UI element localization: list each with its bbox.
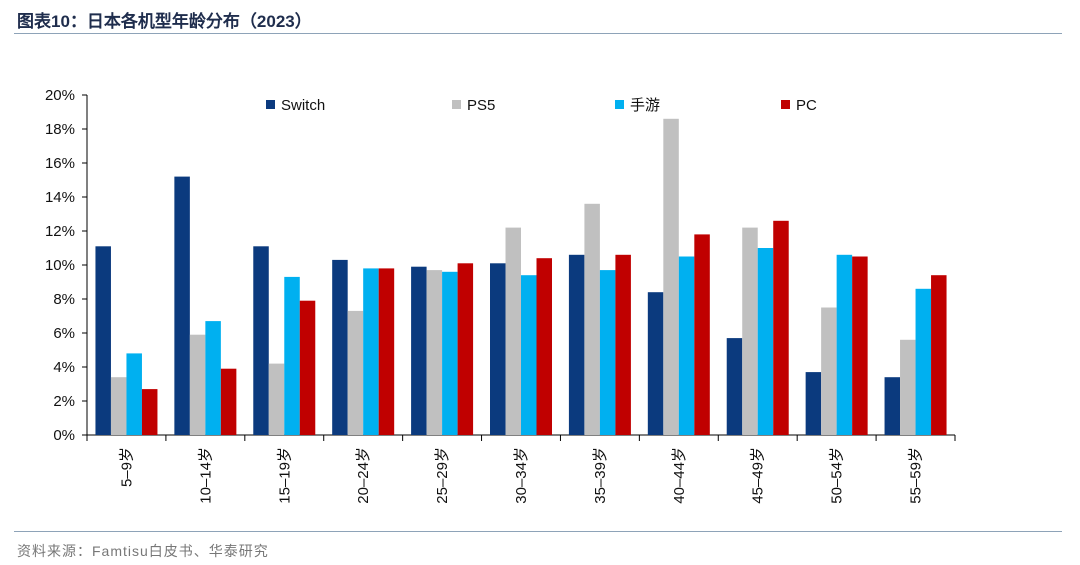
- bar-PS5-35–39岁: [584, 203, 600, 435]
- legend-label-手游: 手游: [630, 97, 660, 114]
- legend-label-PS5: PS5: [467, 97, 495, 114]
- bottom-divider: [14, 531, 1062, 532]
- bar-PS5-20–24岁: [347, 310, 364, 435]
- bar-PC-25–29岁: [457, 263, 474, 435]
- y-tick-label: 4%: [53, 359, 75, 376]
- bar-PC-55–59岁: [931, 275, 947, 435]
- bar-Switch-35–39岁: [568, 254, 585, 435]
- x-category-label: 5–9岁: [118, 447, 135, 487]
- bar-Switch-50–54岁: [805, 372, 822, 435]
- x-category-label: 10–14岁: [197, 447, 214, 504]
- bar-PS5-5–9岁: [110, 377, 127, 435]
- y-tick-label: 16%: [45, 155, 75, 172]
- x-category-label: 50–54岁: [829, 447, 846, 504]
- bar-PC-5–9岁: [141, 389, 158, 435]
- bar-Switch-25–29岁: [411, 266, 427, 435]
- bar-Switch-30–34岁: [490, 263, 506, 435]
- bar-手游-25–29岁: [442, 271, 458, 435]
- bar-PC-30–34岁: [536, 258, 552, 435]
- bar-手游-45–49岁: [757, 248, 774, 435]
- bar-PC-10–14岁: [220, 368, 237, 435]
- bar-PC-50–54岁: [852, 256, 868, 435]
- source-note: 资料来源：Famtisu白皮书、华泰研究: [17, 543, 269, 559]
- legend-swatch-手游: [615, 100, 624, 109]
- x-category-label: 55–59岁: [908, 447, 925, 504]
- y-tick-label: 10%: [45, 257, 75, 274]
- y-tick-label: 6%: [53, 325, 75, 342]
- legend-swatch-Switch: [266, 100, 275, 109]
- x-category-label: 40–44岁: [671, 447, 688, 504]
- bar-PS5-30–34岁: [505, 227, 521, 435]
- x-category-label: 25–29岁: [434, 447, 451, 504]
- top-divider: [14, 33, 1062, 34]
- y-tick-label: 2%: [53, 393, 75, 410]
- legend-label-PC: PC: [796, 97, 817, 114]
- x-category-label: 35–39岁: [592, 447, 609, 504]
- bar-Switch-5–9岁: [95, 246, 111, 435]
- bar-PC-40–44岁: [694, 234, 710, 435]
- bar-Switch-10–14岁: [174, 176, 190, 435]
- y-tick-label: 14%: [45, 189, 75, 206]
- bar-手游-35–39岁: [599, 270, 616, 435]
- bar-Switch-40–44岁: [647, 292, 664, 435]
- bar-PS5-40–44岁: [663, 118, 679, 436]
- bar-Switch-55–59岁: [884, 377, 901, 435]
- bar-PS5-25–29岁: [426, 270, 443, 435]
- bar-PS5-15–19岁: [268, 363, 285, 435]
- bar-PS5-55–59岁: [900, 339, 916, 435]
- bar-手游-50–54岁: [836, 254, 853, 435]
- y-tick-label: 18%: [45, 121, 75, 138]
- legend-swatch-PC: [781, 100, 790, 109]
- bar-手游-30–34岁: [521, 275, 537, 435]
- bar-手游-55–59岁: [915, 288, 932, 435]
- bar-PC-45–49岁: [773, 220, 789, 435]
- bar-手游-5–9岁: [126, 353, 142, 435]
- x-category-label: 45–49岁: [750, 447, 767, 504]
- bar-PS5-10–14岁: [189, 334, 206, 435]
- bar-PC-20–24岁: [378, 268, 395, 435]
- y-tick-label: 0%: [53, 427, 75, 444]
- bar-手游-15–19岁: [284, 276, 300, 435]
- bar-手游-20–24岁: [363, 268, 379, 435]
- bar-手游-40–44岁: [678, 256, 695, 435]
- bar-PC-15–19岁: [299, 300, 316, 435]
- y-tick-label: 8%: [53, 291, 75, 308]
- y-tick-label: 20%: [45, 87, 75, 104]
- bar-手游-10–14岁: [205, 321, 221, 435]
- y-tick-label: 12%: [45, 223, 75, 240]
- x-category-label: 15–19岁: [276, 447, 293, 504]
- bar-Switch-15–19岁: [253, 246, 269, 435]
- bar-PS5-50–54岁: [821, 307, 837, 435]
- legend-swatch-PS5: [452, 100, 461, 109]
- x-category-label: 20–24岁: [355, 447, 372, 504]
- page-title: 图表10：日本各机型年龄分布（2023）: [17, 12, 312, 31]
- bar-Switch-20–24岁: [332, 259, 348, 435]
- x-category-label: 30–34岁: [513, 447, 530, 504]
- legend-label-Switch: Switch: [281, 97, 325, 114]
- bar-Switch-45–49岁: [726, 338, 743, 435]
- bar-PS5-45–49岁: [742, 227, 758, 435]
- bar-PC-35–39岁: [615, 254, 631, 435]
